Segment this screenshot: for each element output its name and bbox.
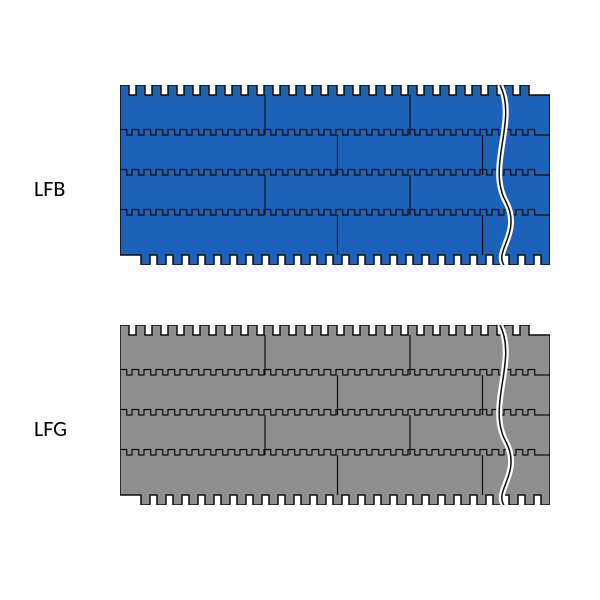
belt-lfb <box>120 85 550 265</box>
label-lfg: LFG <box>34 415 67 442</box>
belt-lfg <box>120 325 550 505</box>
label-lfb: LFB <box>34 175 65 202</box>
